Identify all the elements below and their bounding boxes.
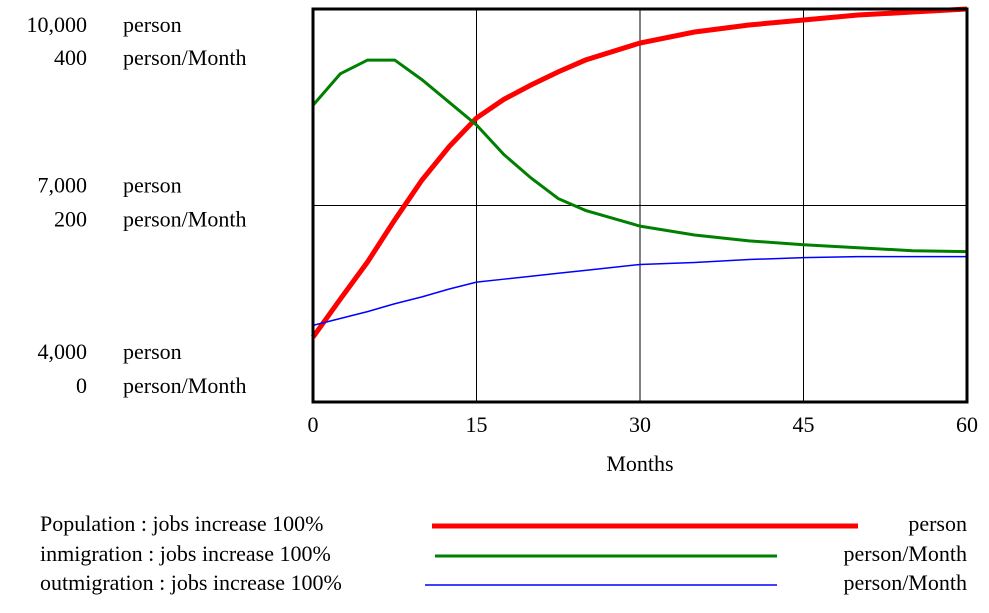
y2-unit-label: person/Month [123,373,246,398]
y-unit-label: person [123,339,182,364]
y-tick-label: 7,000 [38,173,88,198]
y-tick-label: 10,000 [27,12,88,37]
legend-unit: person [908,511,967,536]
legend-unit: person/Month [844,541,967,566]
x-tick-label: 45 [793,412,815,437]
y2-unit-label: person/Month [123,45,246,70]
y-unit-label: person [123,173,182,198]
x-tick-label: 15 [466,412,488,437]
plot-border [311,7,969,404]
series-line [312,255,967,327]
series-line [310,6,968,339]
x-tick-label: 0 [308,412,319,437]
x-axis-label: Months [606,451,673,476]
y2-tick-label: 200 [54,207,87,232]
y-tick-label: 4,000 [38,339,88,364]
series-line [311,58,968,254]
y2-tick-label: 0 [76,373,87,398]
legend-label: inmigration : jobs increase 100% [40,541,331,566]
x-tick-label: 30 [629,412,651,437]
x-tick-label: 60 [956,412,978,437]
legend-label: outmigration : jobs increase 100% [40,570,342,595]
legend-unit: person/Month [844,570,967,595]
legend-label: Population : jobs increase 100% [40,511,324,536]
y2-unit-label: person/Month [123,207,246,232]
y2-tick-label: 400 [54,45,87,70]
y-unit-label: person [123,12,182,37]
